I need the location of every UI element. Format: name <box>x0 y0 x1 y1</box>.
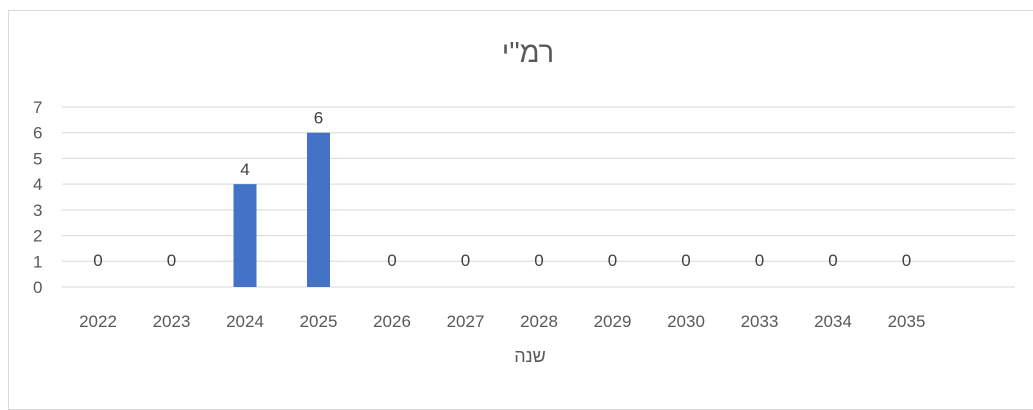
data-label-2030: 0 <box>681 251 690 270</box>
data-label-2023: 0 <box>167 251 176 270</box>
y-axis-ticks: 0 1 2 3 4 5 6 7 <box>33 98 42 297</box>
data-label-2035: 0 <box>902 251 911 270</box>
x-axis-title: שנה <box>514 346 546 366</box>
x-tick-label-2035: 2035 <box>888 312 926 331</box>
y-tick-label-2: 2 <box>33 227 42 246</box>
data-label-2033: 0 <box>755 251 764 270</box>
x-tick-label-2030: 2030 <box>667 312 705 331</box>
chart-title: רמ"י <box>502 37 554 69</box>
y-tick-label-7: 7 <box>33 98 42 117</box>
data-label-2025: 6 <box>314 109 323 128</box>
x-axis-ticks: 2022 2023 2024 2025 2026 2027 2028 2029 2030 2033… <box>79 312 925 331</box>
data-label-2022: 0 <box>93 251 102 270</box>
x-tick-label-2025: 2025 <box>300 312 338 331</box>
y-tick-label-4: 4 <box>33 175 42 194</box>
bars <box>233 132 330 287</box>
data-label-2034: 0 <box>828 251 837 270</box>
data-label-2024: 4 <box>240 160 249 179</box>
y-tick-label-1: 1 <box>33 252 42 271</box>
bar-2025 <box>307 132 330 287</box>
data-label-2028: 0 <box>534 251 543 270</box>
bar-2024 <box>233 184 257 287</box>
y-tick-label-6: 6 <box>33 124 42 143</box>
y-tick-label-0: 0 <box>33 278 42 297</box>
data-labels: 0 0 4 6 0 0 0 0 0 0 0 0 <box>93 109 911 270</box>
x-tick-label-2034: 2034 <box>814 312 852 331</box>
x-tick-label-2033: 2033 <box>741 312 779 331</box>
y-tick-label-3: 3 <box>33 201 42 220</box>
y-tick-label-5: 5 <box>33 149 42 168</box>
gridlines <box>62 106 1015 288</box>
x-tick-label-2029: 2029 <box>594 312 632 331</box>
data-label-2026: 0 <box>387 251 396 270</box>
data-label-2029: 0 <box>608 251 617 270</box>
x-tick-label-2026: 2026 <box>373 312 411 331</box>
data-label-2027: 0 <box>461 251 470 270</box>
x-tick-label-2023: 2023 <box>153 312 191 331</box>
x-tick-label-2027: 2027 <box>447 312 485 331</box>
x-tick-label-2022: 2022 <box>79 312 117 331</box>
x-tick-label-2028: 2028 <box>520 312 558 331</box>
x-tick-label-2024: 2024 <box>226 312 264 331</box>
